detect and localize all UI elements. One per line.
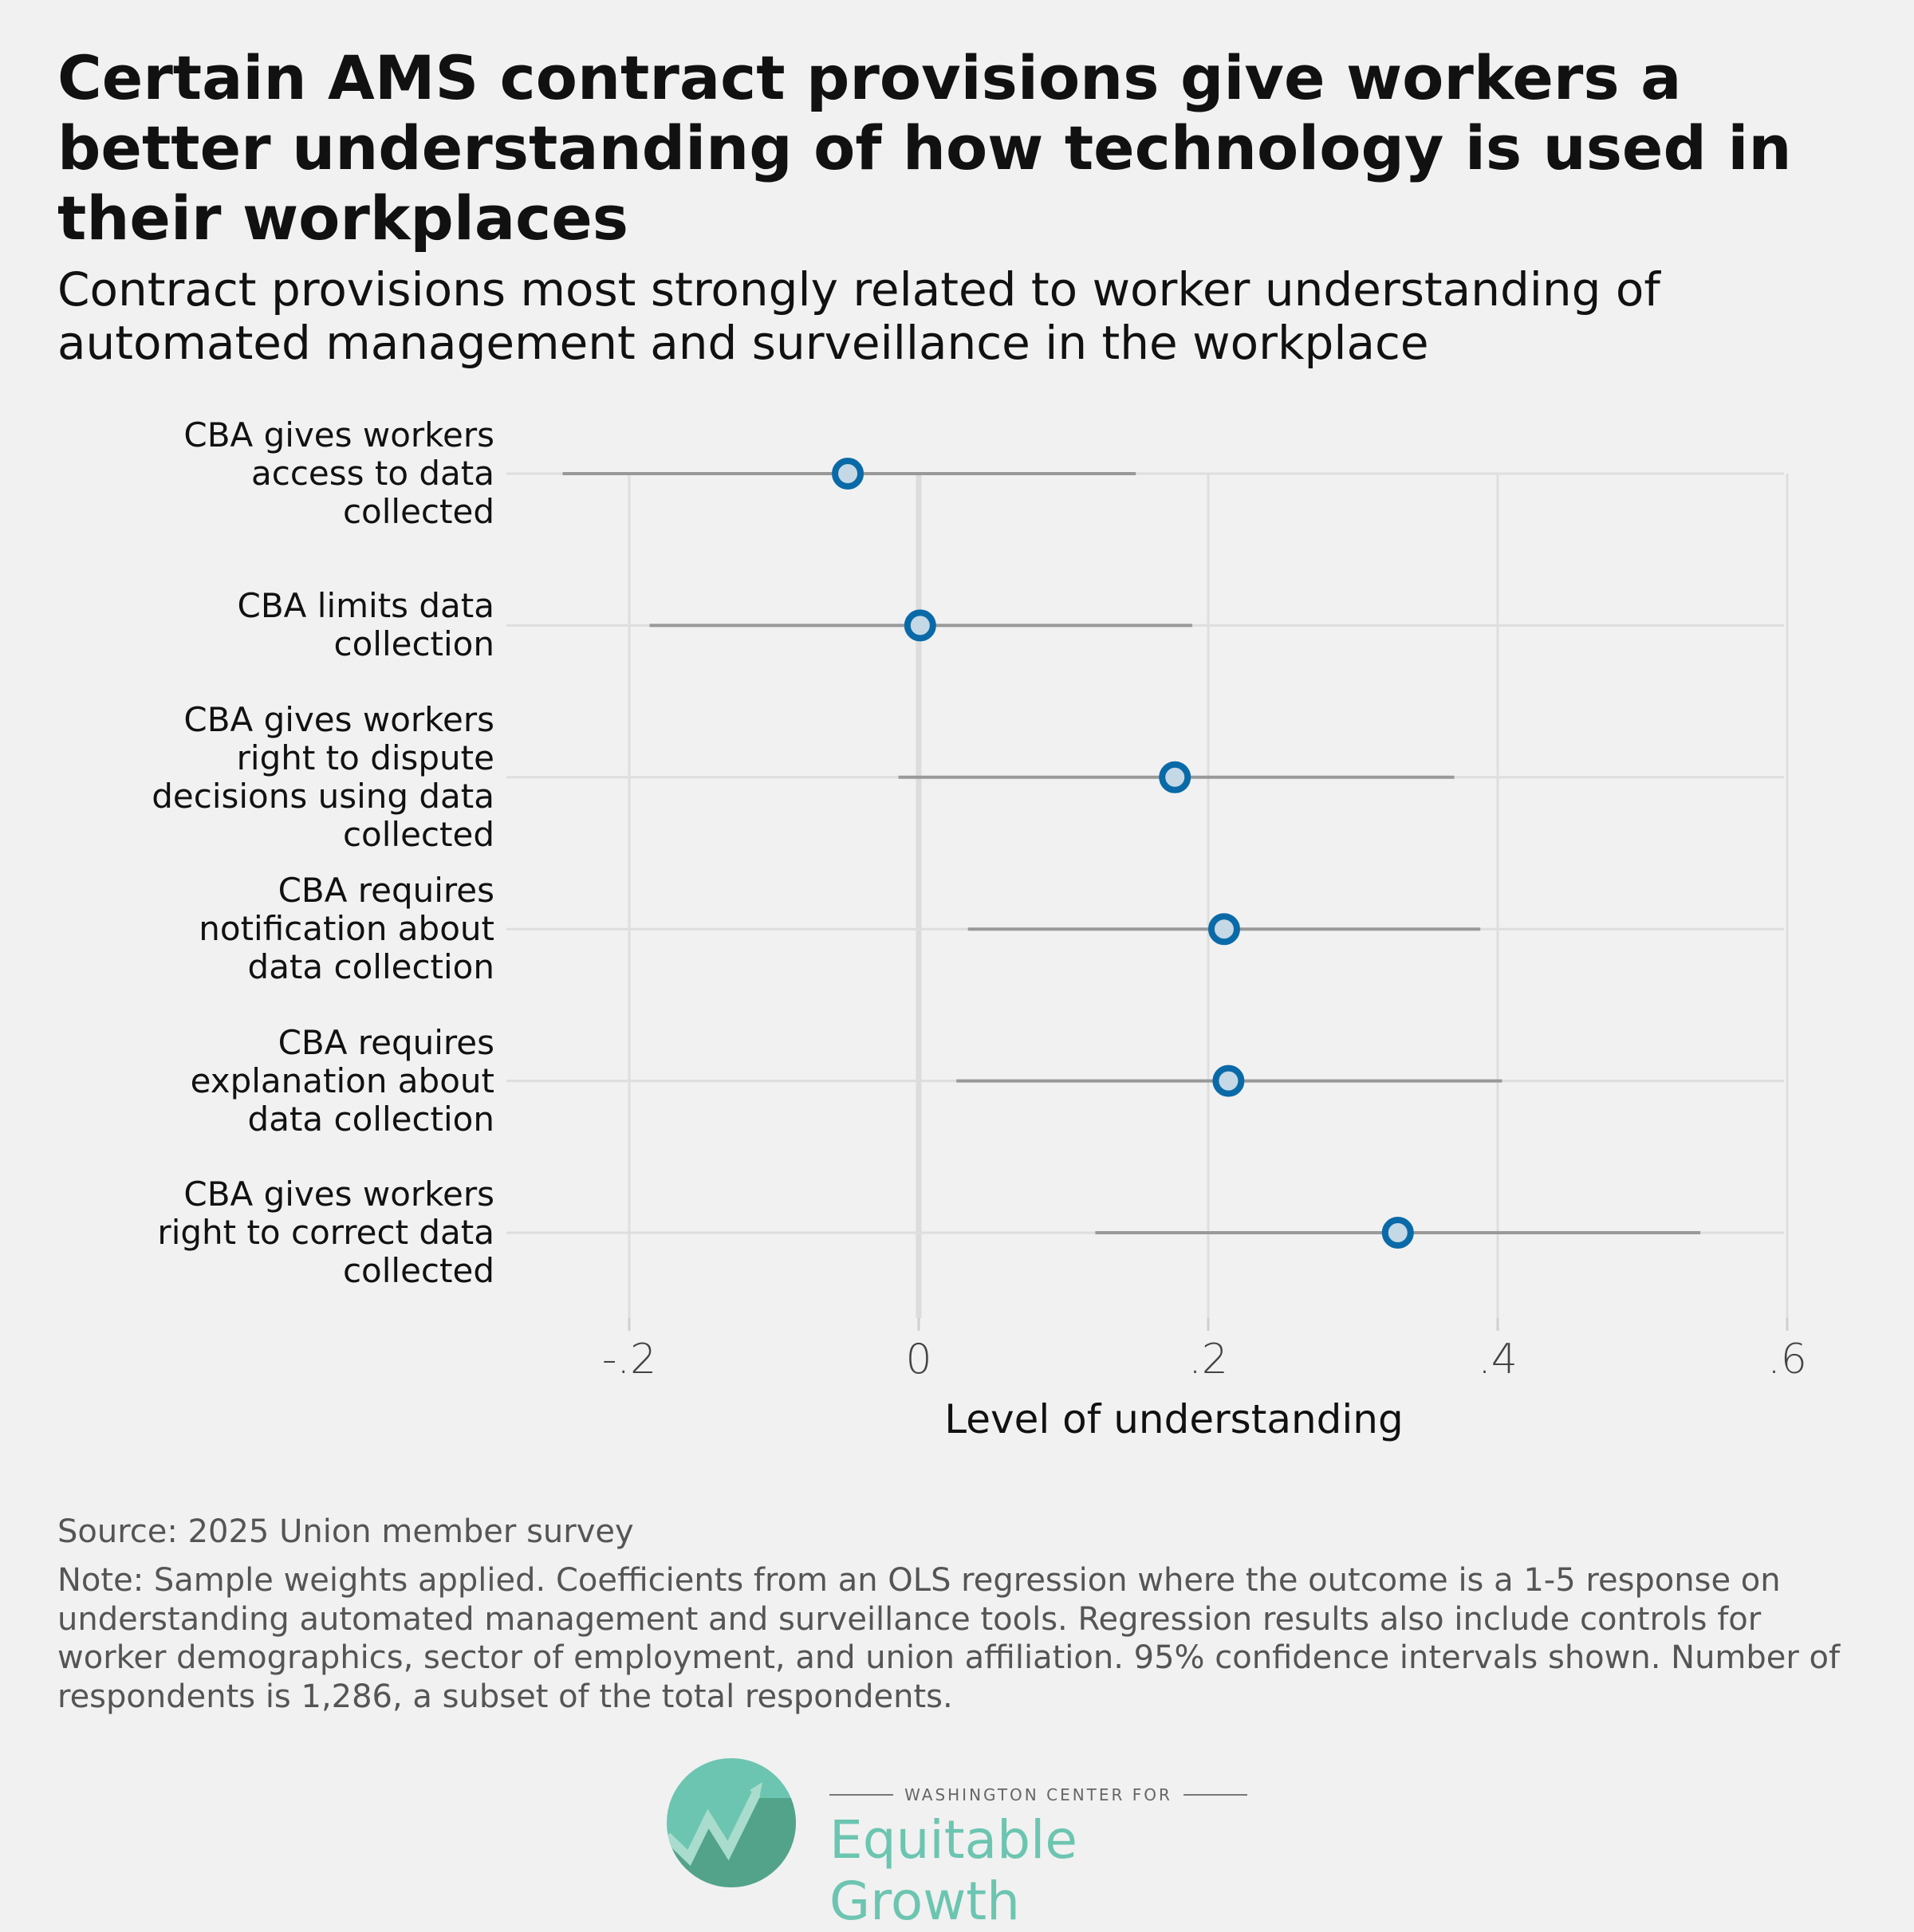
category-label: CBA gives workers right to dispute decisio…	[48, 699, 494, 854]
category-label-line: collected	[342, 492, 494, 531]
category-label-line: right to dispute	[236, 738, 494, 777]
category-label-line: right to correct data	[157, 1213, 494, 1252]
source-text: Source: 2025 Union member survey	[57, 1513, 634, 1550]
category-label: CBA limits data collection	[48, 587, 494, 663]
category-label-line: collected	[342, 1251, 494, 1290]
category-label-line: access to data	[251, 454, 494, 493]
category-label-line: decisions using data	[152, 776, 494, 816]
equitable-growth-logo: WASHINGTON CENTER FOR Equitable Growth	[667, 1758, 1257, 1932]
coefficient-point	[1212, 1064, 1245, 1097]
category-label-line: CBA requires	[278, 871, 494, 911]
category-label-line: collected	[342, 814, 494, 854]
x-axis-label: Level of understanding	[944, 1396, 1403, 1442]
category-label-line: CBA limits data	[237, 586, 494, 626]
category-label-line: collection	[333, 624, 494, 664]
coefficient-point	[832, 458, 864, 490]
coefficient-point	[1381, 1217, 1414, 1249]
category-label-line: data collection	[247, 1099, 494, 1139]
note-text: Note: Sample weights applied. Coefficien…	[57, 1562, 1841, 1715]
x-tick-label: .4	[1478, 1336, 1518, 1383]
chart-title: Certain AMS contract provisions give wor…	[57, 42, 1792, 254]
coefficient-point	[1159, 761, 1191, 793]
category-label-line: CBA gives workers	[183, 699, 494, 739]
category-label: CBA gives workers right to correct data co…	[48, 1175, 494, 1290]
category-label-line: explanation about	[190, 1060, 494, 1100]
coefficient-point	[904, 609, 936, 642]
category-label-line: CBA requires	[278, 1022, 494, 1062]
category-label: CBA requires notification about data colle…	[48, 872, 494, 986]
category-label: CBA requires explanation about data collec…	[48, 1022, 494, 1139]
category-label-line: notification about	[199, 909, 494, 949]
category-label: CBA gives workers access to data collected	[48, 416, 494, 531]
chart-subtitle: Contract provisions most strongly relate…	[57, 262, 1660, 370]
x-tick-label: 0	[905, 1336, 931, 1383]
x-tick-label: .6	[1767, 1336, 1807, 1383]
x-tick-label: .2	[1188, 1336, 1228, 1383]
category-label-line: CBA gives workers	[183, 1175, 494, 1214]
category-label-line: CBA gives workers	[183, 415, 494, 454]
dot-whisker-chart: -.2 0 .2 .4 .6 Level of understanding	[506, 458, 1807, 1442]
logo-top-text: WASHINGTON CENTER FOR	[904, 1785, 1172, 1804]
logo-chart-icon	[667, 1758, 796, 1887]
category-label-line: data collection	[247, 947, 494, 987]
x-tick-label: -.2	[602, 1336, 656, 1383]
coefficient-point	[1207, 913, 1240, 946]
